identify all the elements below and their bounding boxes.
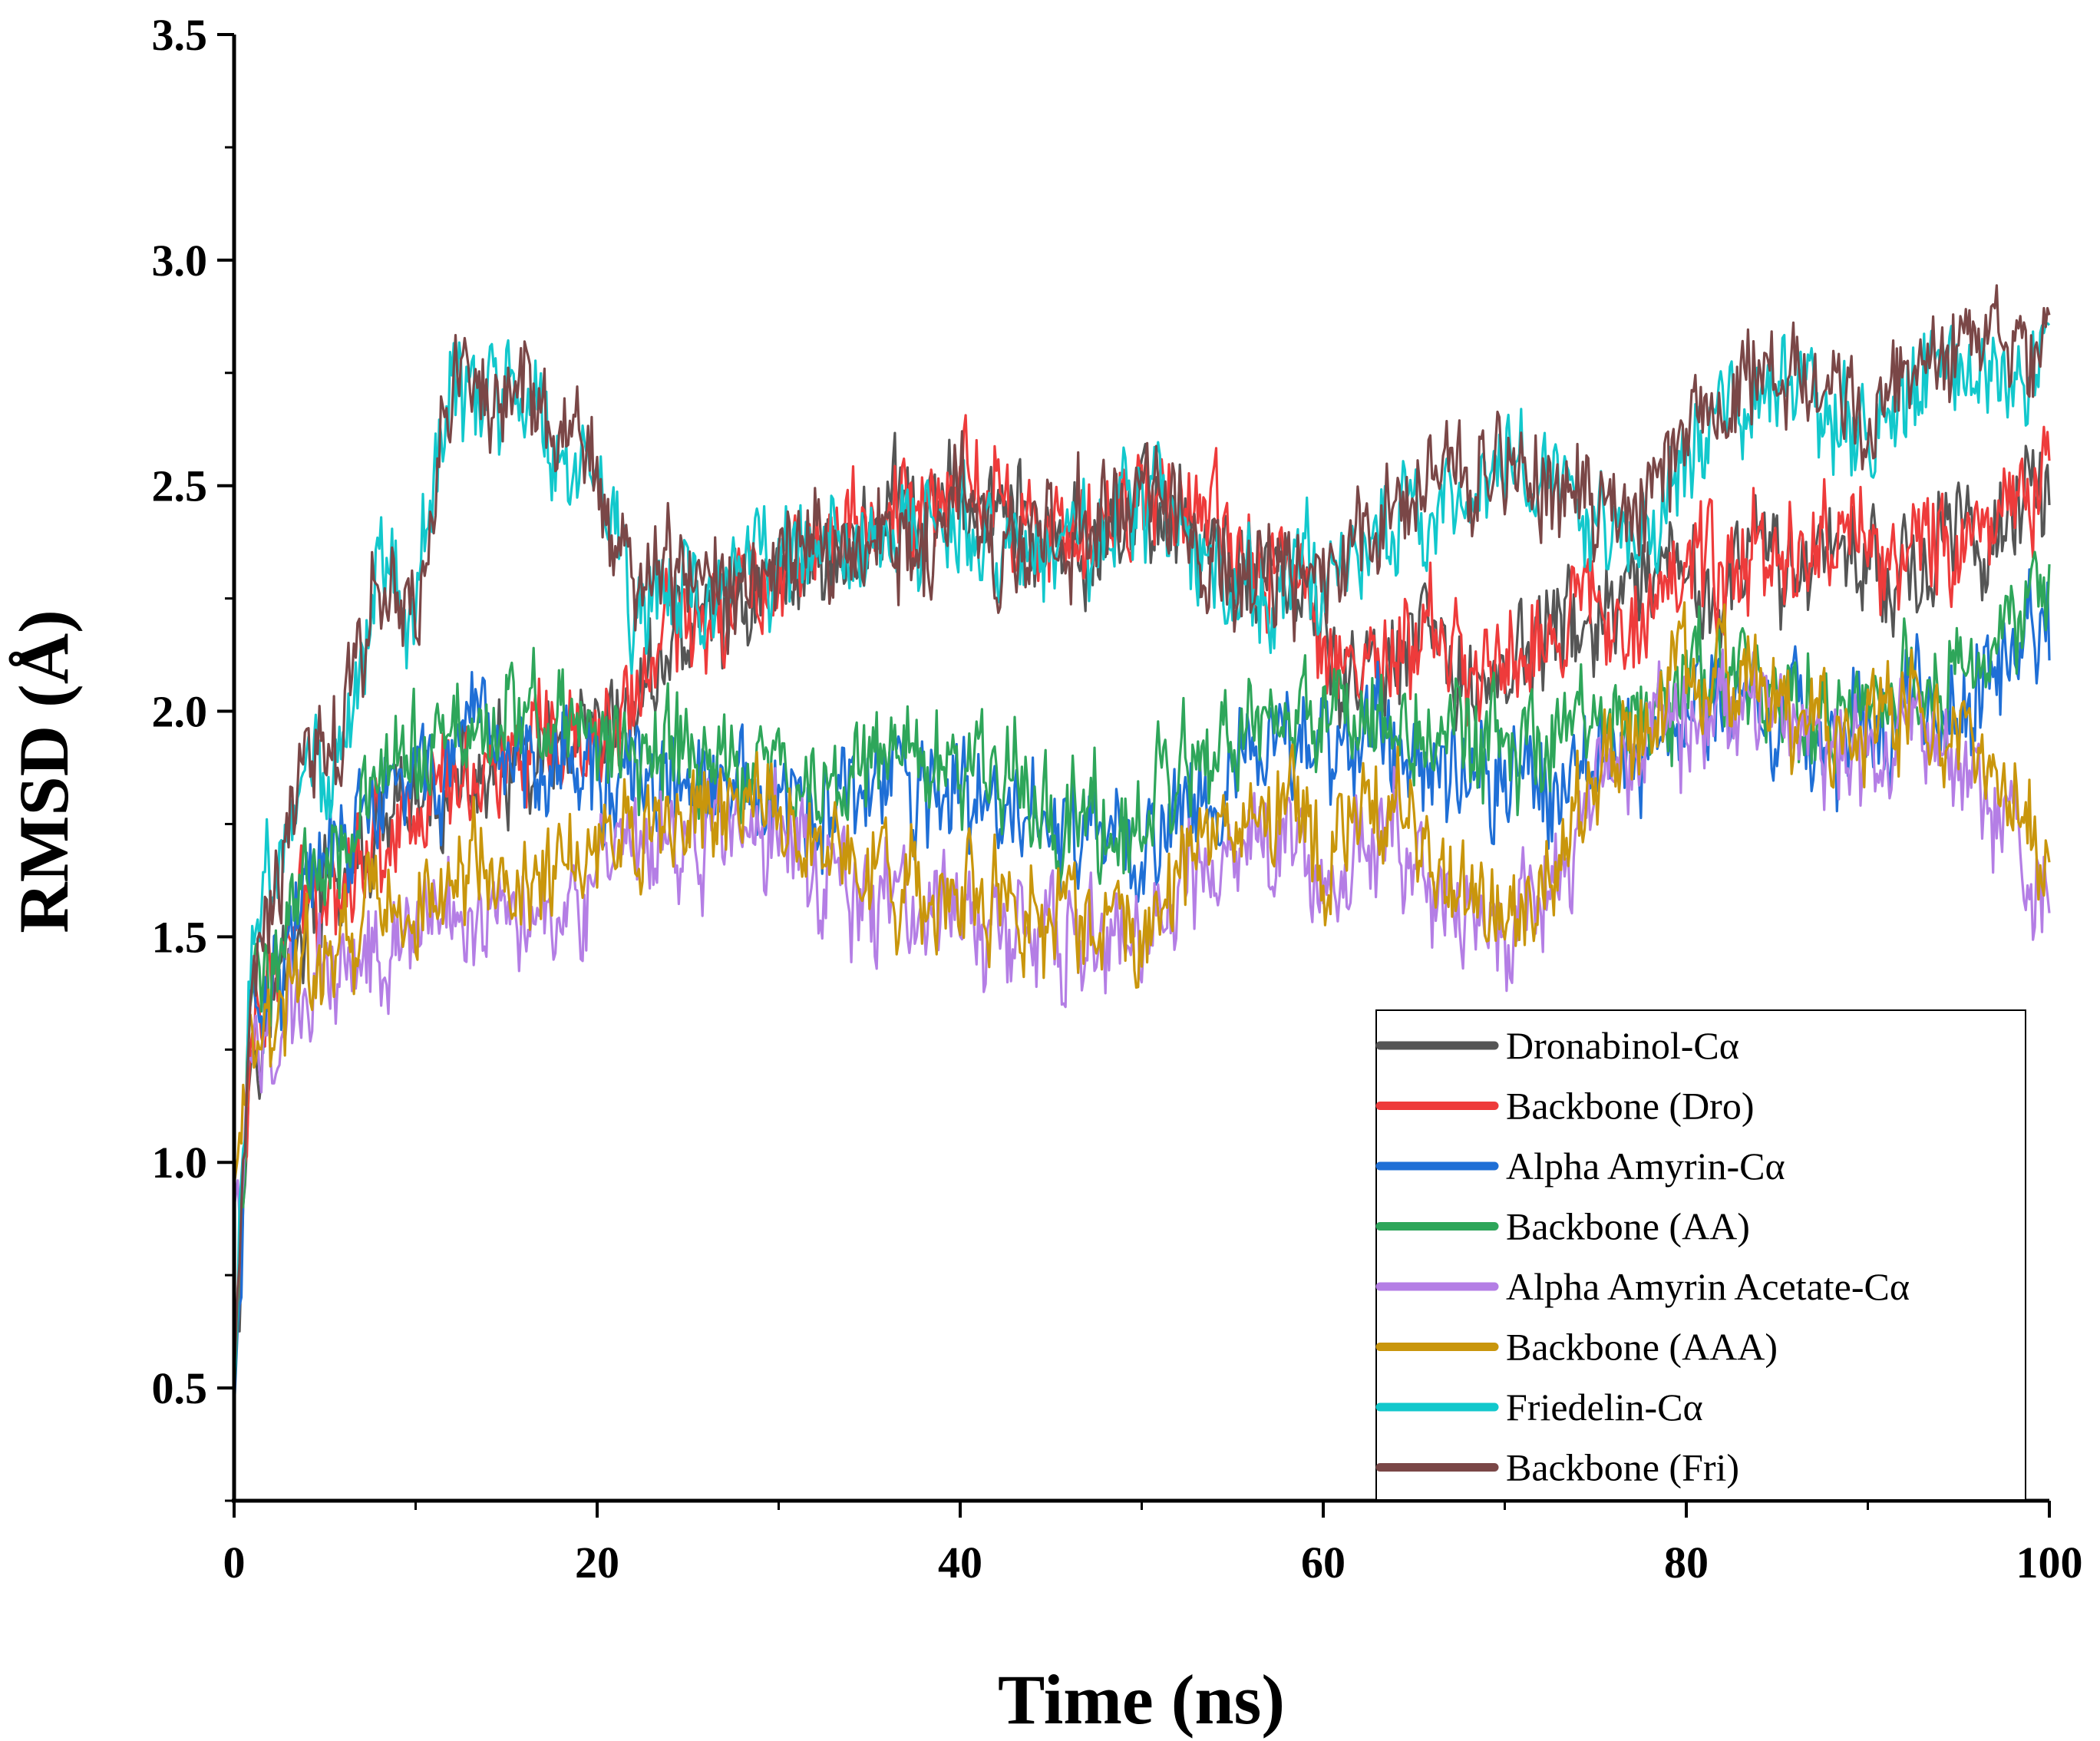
y-tick-label: 2.0 [152,687,208,737]
y-tick-label: 3.0 [152,236,208,286]
y-tick-label: 2.5 [152,461,208,511]
x-tick-label: 0 [223,1538,246,1587]
y-tick-label: 0.5 [152,1363,208,1413]
x-tick-label: 20 [575,1538,619,1587]
x-tick-label: 80 [1664,1538,1709,1587]
series-layer [233,284,2051,1411]
legend-label: Backbone (AA) [1506,1205,1750,1248]
x-tick-label: 100 [2016,1538,2083,1587]
legend-label: Alpha Amyrin-Cα [1506,1145,1785,1188]
x-axis-title: Time (ns) [998,1660,1285,1739]
legend-label: Backbone (AAA) [1506,1326,1778,1369]
y-tick-label: 3.5 [152,10,208,60]
x-tick-label: 40 [938,1538,982,1587]
series-line-8 [233,284,2051,1379]
legend-label: Dronabinol-Cα [1506,1024,1739,1067]
legend-label: Backbone (Dro) [1506,1085,1755,1128]
x-tick-label: 60 [1301,1538,1346,1587]
legend-items: Dronabinol-Cα Backbone (Dro) Alpha Amyrin-… [1375,1024,1910,1489]
legend-box [1375,1009,2026,1501]
series-line-6 [233,601,2051,1185]
y-tick-label: 1.5 [152,912,208,962]
legend-label: Alpha Amyrin Acetate-Cα [1506,1265,1910,1308]
legend: Dronabinol-Cα Backbone (Dro) Alpha Amyrin-… [1375,1009,2026,1501]
legend-label: Friedelin-Cα [1506,1386,1703,1429]
y-tick-label: 1.0 [152,1138,208,1188]
y-axis-title: RMSD (Å) [5,610,83,933]
ticks-layer: 0 20 40 60 80 100 0.5 1.0 1.5 2.0 2.5 3.0 3.5 [152,10,2083,1587]
legend-label: Backbone (Fri) [1506,1446,1739,1489]
